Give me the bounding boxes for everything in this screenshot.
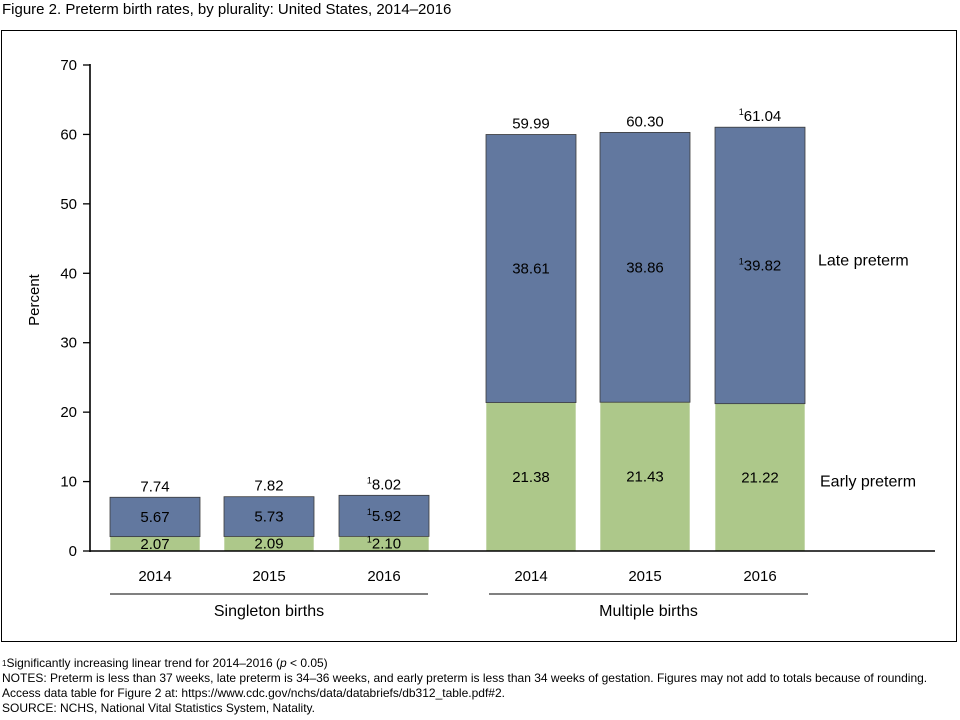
bar-label-late: 38.61 xyxy=(512,261,550,278)
y-tick-label: 20 xyxy=(60,404,77,421)
bar-late-preterm xyxy=(485,134,577,403)
bar-label-early: 21.38 xyxy=(512,469,550,486)
bar-late-preterm xyxy=(109,496,201,538)
bar-late-preterm xyxy=(714,126,806,405)
significance-text: Significantly increasing linear trend fo… xyxy=(6,656,280,670)
y-tick-label: 10 xyxy=(60,474,77,491)
source-text: SOURCE: NCHS, National Vital Statistics … xyxy=(2,701,315,715)
bar-total-label: 161.04 xyxy=(739,107,782,125)
chart-notes: 1Significantly increasing linear trend f… xyxy=(2,656,958,716)
bar-early-preterm xyxy=(714,403,806,552)
significance-p: p xyxy=(279,656,287,670)
chart-frame xyxy=(1,30,957,642)
bar-label-early: 21.22 xyxy=(741,469,779,486)
y-tick-label: 60 xyxy=(60,126,77,143)
bar-label-late: 5.67 xyxy=(140,509,169,526)
bar-label-early: 21.43 xyxy=(626,469,664,486)
y-tick-label: 0 xyxy=(69,543,77,560)
bar-label-early: 12.10 xyxy=(367,535,401,553)
stacked-bar-chart: 0 10 20 30 40 50 60 70 Percent 2.07 5.67 7.74 2014 2.… xyxy=(26,57,935,620)
bar-label-early: 2.07 xyxy=(140,536,169,553)
y-tick-label: 30 xyxy=(60,335,77,352)
x-tick-label: 2016 xyxy=(743,568,776,585)
group-label: Multiple births xyxy=(599,603,698,620)
bar-label-late: 139.82 xyxy=(739,256,782,274)
bar-late-preterm xyxy=(599,132,691,403)
group-label: Singleton births xyxy=(214,603,324,620)
footnote-marker: 1 xyxy=(2,659,7,668)
figure-title: Figure 2. Preterm birth rates, by plural… xyxy=(2,1,452,18)
x-tick-label: 2015 xyxy=(252,568,285,585)
legend-late-preterm: Late preterm xyxy=(818,252,909,269)
x-tick-label: 2015 xyxy=(628,568,661,585)
y-tick-label: 70 xyxy=(60,57,77,74)
bar-late-preterm xyxy=(338,494,430,537)
y-tick-label: 50 xyxy=(60,196,77,213)
bar-total-label: 59.99 xyxy=(512,115,550,132)
bar-total-label: 18.02 xyxy=(367,475,401,493)
significance-footnote: 1Significantly increasing linear trend f… xyxy=(2,656,958,671)
x-tick-label: 2016 xyxy=(367,568,400,585)
notes-text: NOTES: Preterm is less than 37 weeks, la… xyxy=(2,671,928,700)
bar-label-late: 15.92 xyxy=(367,507,401,525)
bar-total-label: 7.74 xyxy=(140,478,169,495)
bar-label-early: 2.09 xyxy=(254,536,283,553)
bar-label-late: 38.86 xyxy=(626,259,664,276)
x-tick-label: 2014 xyxy=(138,568,171,585)
bar-total-label: 60.30 xyxy=(626,113,664,130)
y-tick-label: 40 xyxy=(60,265,77,282)
y-axis-label: Percent xyxy=(26,273,43,326)
bar-early-preterm xyxy=(599,401,691,552)
legend-early-preterm: Early preterm xyxy=(820,473,916,490)
bar-label-late: 5.73 xyxy=(254,509,283,526)
bar-late-preterm xyxy=(223,496,315,537)
x-tick-label: 2014 xyxy=(514,568,547,585)
bar-total-label: 7.82 xyxy=(254,478,283,495)
significance-tail: < 0.05) xyxy=(286,656,328,670)
